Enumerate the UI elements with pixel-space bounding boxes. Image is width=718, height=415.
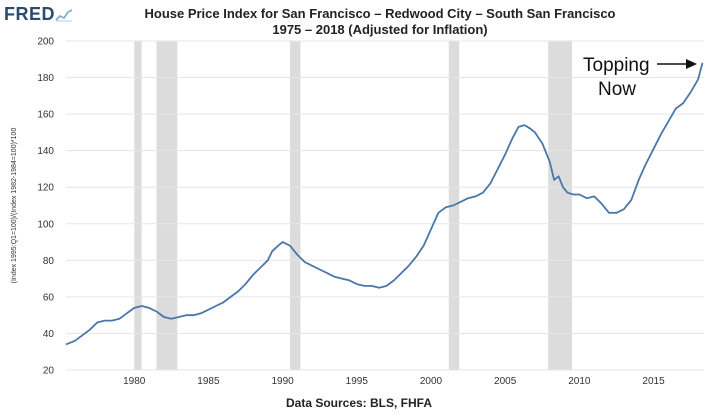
chart-title: House Price Index for San Francisco – Re… (100, 6, 660, 38)
recession-band (156, 41, 178, 370)
series-line (65, 62, 704, 346)
chart-icon (55, 8, 73, 21)
x-tick-label: 1990 (271, 376, 294, 387)
y-tick-label: 120 (37, 183, 54, 194)
recession-band (548, 41, 572, 370)
y-tick-label: 60 (43, 292, 55, 303)
y-axis-label: (Index 1995:Q1=100)/(Index 1982-1984=100… (11, 128, 18, 284)
x-tick-label: 2005 (494, 376, 517, 387)
x-tick-label: 2010 (568, 376, 591, 387)
x-tick-label: 2015 (642, 376, 665, 387)
chart-title-line2: 1975 – 2018 (Adjusted for Inflation) (272, 22, 488, 37)
annotation-arrow-head (686, 59, 697, 69)
x-tick-label: 1980 (123, 376, 146, 387)
y-tick-label: 20 (43, 366, 55, 377)
fred-logo-text: FRED (4, 4, 55, 24)
y-tick-label: 100 (37, 219, 54, 230)
annotation-now: Now (598, 79, 636, 100)
x-tick-label: 1995 (346, 376, 369, 387)
x-tick-label: 2000 (420, 376, 443, 387)
y-tick-label: 40 (43, 329, 55, 340)
y-tick-label: 200 (37, 37, 54, 48)
data-source-note: Data Sources: BLS, FHFA (285, 396, 433, 410)
recession-band (134, 41, 142, 370)
chart-title-line1: House Price Index for San Francisco – Re… (144, 6, 616, 21)
y-tick-label: 180 (37, 73, 54, 84)
y-tick-label: 80 (43, 256, 55, 267)
annotation-topping: Topping (583, 55, 650, 76)
x-tick-label: 1985 (197, 376, 220, 387)
y-tick-label: 140 (37, 146, 54, 157)
y-tick-label: 160 (37, 110, 54, 121)
recession-band (290, 41, 301, 370)
fred-logo: FRED (4, 4, 73, 25)
